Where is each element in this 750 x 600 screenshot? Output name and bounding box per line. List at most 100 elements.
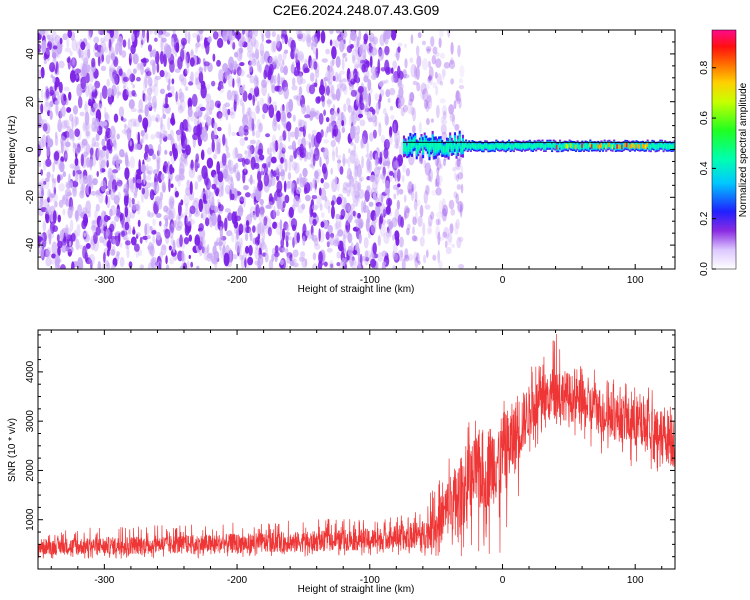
spectrogram-noise-cell bbox=[238, 69, 245, 77]
spectrogram-noise-cell bbox=[49, 89, 55, 96]
spectrogram-noise-cell bbox=[304, 182, 311, 194]
spectrogram-noise-cell bbox=[164, 228, 171, 239]
spectrogram-noise-cell bbox=[197, 174, 202, 183]
spectrogram-noise-cell bbox=[122, 88, 129, 101]
spectrogram-noise-cell bbox=[204, 195, 211, 202]
spectrogram-noise-cell bbox=[335, 213, 341, 220]
spectrogram-noise-cell bbox=[273, 55, 279, 66]
spectrogram-noise-cell bbox=[85, 128, 91, 140]
spectrogram-noise-cell bbox=[217, 103, 220, 109]
spectrogram-noise-cell bbox=[299, 72, 303, 79]
spectrogram-noise-cell bbox=[183, 68, 188, 77]
spectrogram-noise-cell bbox=[368, 42, 372, 48]
spectrogram-noise-cell bbox=[110, 53, 116, 61]
spectrogram-noise-cell bbox=[46, 34, 51, 40]
spectrogram-noise-cell bbox=[48, 191, 53, 203]
spectrogram-noise-cell bbox=[131, 89, 136, 97]
spectrogram-noise-cell bbox=[394, 52, 399, 58]
spectrogram-noise-cell bbox=[372, 39, 376, 51]
spectrogram-noise-cell bbox=[432, 46, 438, 55]
spectrogram-noise-cell bbox=[325, 116, 330, 123]
spectrogram-noise-cell bbox=[116, 250, 120, 257]
spectrogram-noise-cell bbox=[417, 260, 421, 265]
spectrogram-signal-cell bbox=[576, 143, 579, 148]
spectrogram-noise-cell bbox=[442, 67, 446, 81]
spectrogram-noise-cell bbox=[178, 142, 182, 155]
spectrogram-noise-cell bbox=[217, 171, 224, 183]
spectrogram-noise-cell bbox=[62, 146, 69, 153]
spectrogram-noise-cell bbox=[76, 146, 81, 155]
spectrogram-noise-cell bbox=[64, 232, 69, 242]
spectrogram-noise-cell bbox=[45, 256, 52, 267]
spectrogram-noise-cell bbox=[49, 193, 56, 199]
spectrogram-noise-cell bbox=[142, 92, 146, 102]
spectrogram-noise-cell bbox=[292, 255, 296, 267]
spectrogram-noise-cell bbox=[76, 143, 81, 153]
spectrogram-signal-cell bbox=[407, 142, 410, 152]
spectrogram-noise-cell bbox=[288, 158, 292, 172]
spectrogram-noise-cell bbox=[184, 54, 188, 66]
spectrogram-noise-cell bbox=[141, 30, 146, 39]
spectrogram-noise-cell bbox=[52, 225, 58, 232]
spectrogram-noise-cell bbox=[106, 127, 110, 137]
snr-x-tick-label: 100 bbox=[627, 575, 644, 586]
spectrogram-noise-cell bbox=[45, 48, 51, 55]
spectrogram-noise-cell bbox=[43, 53, 47, 61]
spectrogram-noise-cell bbox=[438, 260, 443, 269]
spectrogram-noise-cell bbox=[257, 222, 264, 237]
spectrogram-noise-cell bbox=[158, 220, 162, 227]
spectrogram-noise-cell bbox=[207, 36, 212, 43]
spectrogram-noise-cell bbox=[310, 208, 314, 216]
spectrogram-noise-cell bbox=[53, 186, 57, 196]
spectrogram-noise-cell bbox=[199, 65, 202, 74]
spectrogram-noise-cell bbox=[407, 253, 414, 262]
spectrogram-noise-cell bbox=[38, 161, 42, 168]
spectrogram-noise-cell bbox=[239, 254, 244, 261]
spectrogram-noise-cell bbox=[385, 160, 391, 166]
spectrogram-noise-cell bbox=[439, 52, 446, 59]
spectrogram-noise-cell bbox=[146, 181, 152, 189]
spectrogram-noise-cell bbox=[159, 123, 166, 133]
spectrogram-noise-cell bbox=[358, 233, 362, 244]
spectrogram-noise-cell bbox=[329, 107, 335, 116]
spectrogram-noise-cell bbox=[371, 47, 378, 56]
spectrogram-noise-cell bbox=[169, 198, 175, 205]
spectrogram-noise-cell bbox=[225, 137, 228, 148]
spectrogram-noise-cell bbox=[364, 250, 369, 258]
spectrogram-noise-cell bbox=[453, 100, 457, 110]
spectrogram-noise-cell bbox=[458, 97, 462, 109]
spectrogram-noise-cell bbox=[341, 82, 347, 91]
spectrogram-noise-cell bbox=[52, 178, 56, 191]
spectrogram-noise-cell bbox=[119, 242, 123, 248]
spectrogram-noise-cell bbox=[99, 149, 106, 158]
spectrogram-noise-cell bbox=[208, 107, 213, 115]
spectrogram-noise-cell bbox=[281, 247, 286, 253]
spectrogram-noise-cell bbox=[249, 30, 255, 37]
spectrogram-noise-cell bbox=[365, 250, 372, 260]
spectrogram-signal-cell bbox=[539, 143, 543, 149]
spectrogram-noise-cell bbox=[357, 113, 364, 118]
spectrogram-noise-cell bbox=[440, 80, 444, 86]
spectrogram-noise-cell bbox=[38, 113, 42, 123]
spectrogram-noise-cell bbox=[390, 115, 395, 120]
spectrogram-noise-cell bbox=[81, 63, 88, 77]
spectrogram-noise-cell bbox=[446, 233, 453, 246]
spectrogram-noise-cell bbox=[277, 150, 282, 160]
spectrogram-noise-cell bbox=[198, 223, 204, 232]
spectrogram-noise-cell bbox=[262, 103, 269, 114]
spectrogram-noise-cell bbox=[191, 93, 198, 107]
spectrogram-noise-cell bbox=[222, 239, 227, 246]
spectrogram-noise-cell bbox=[211, 257, 218, 265]
spectrogram-noise-cell bbox=[158, 261, 162, 269]
spectrogram-signal-cell bbox=[633, 144, 636, 149]
spectrogram-noise-cell bbox=[281, 36, 285, 45]
spectrogram-noise-cell bbox=[85, 242, 91, 250]
spectrogram-signal-cell bbox=[457, 141, 460, 151]
spectrogram-noise-cell bbox=[228, 30, 235, 37]
spectrogram-noise-cell bbox=[136, 76, 141, 82]
spectrogram-noise-cell bbox=[184, 138, 190, 146]
spectrogram-noise-cell bbox=[170, 183, 174, 188]
spectrogram-noise-cell bbox=[349, 253, 354, 268]
spectrogram-noise-cell bbox=[63, 94, 67, 102]
spectrogram-signal-cell bbox=[606, 143, 609, 148]
